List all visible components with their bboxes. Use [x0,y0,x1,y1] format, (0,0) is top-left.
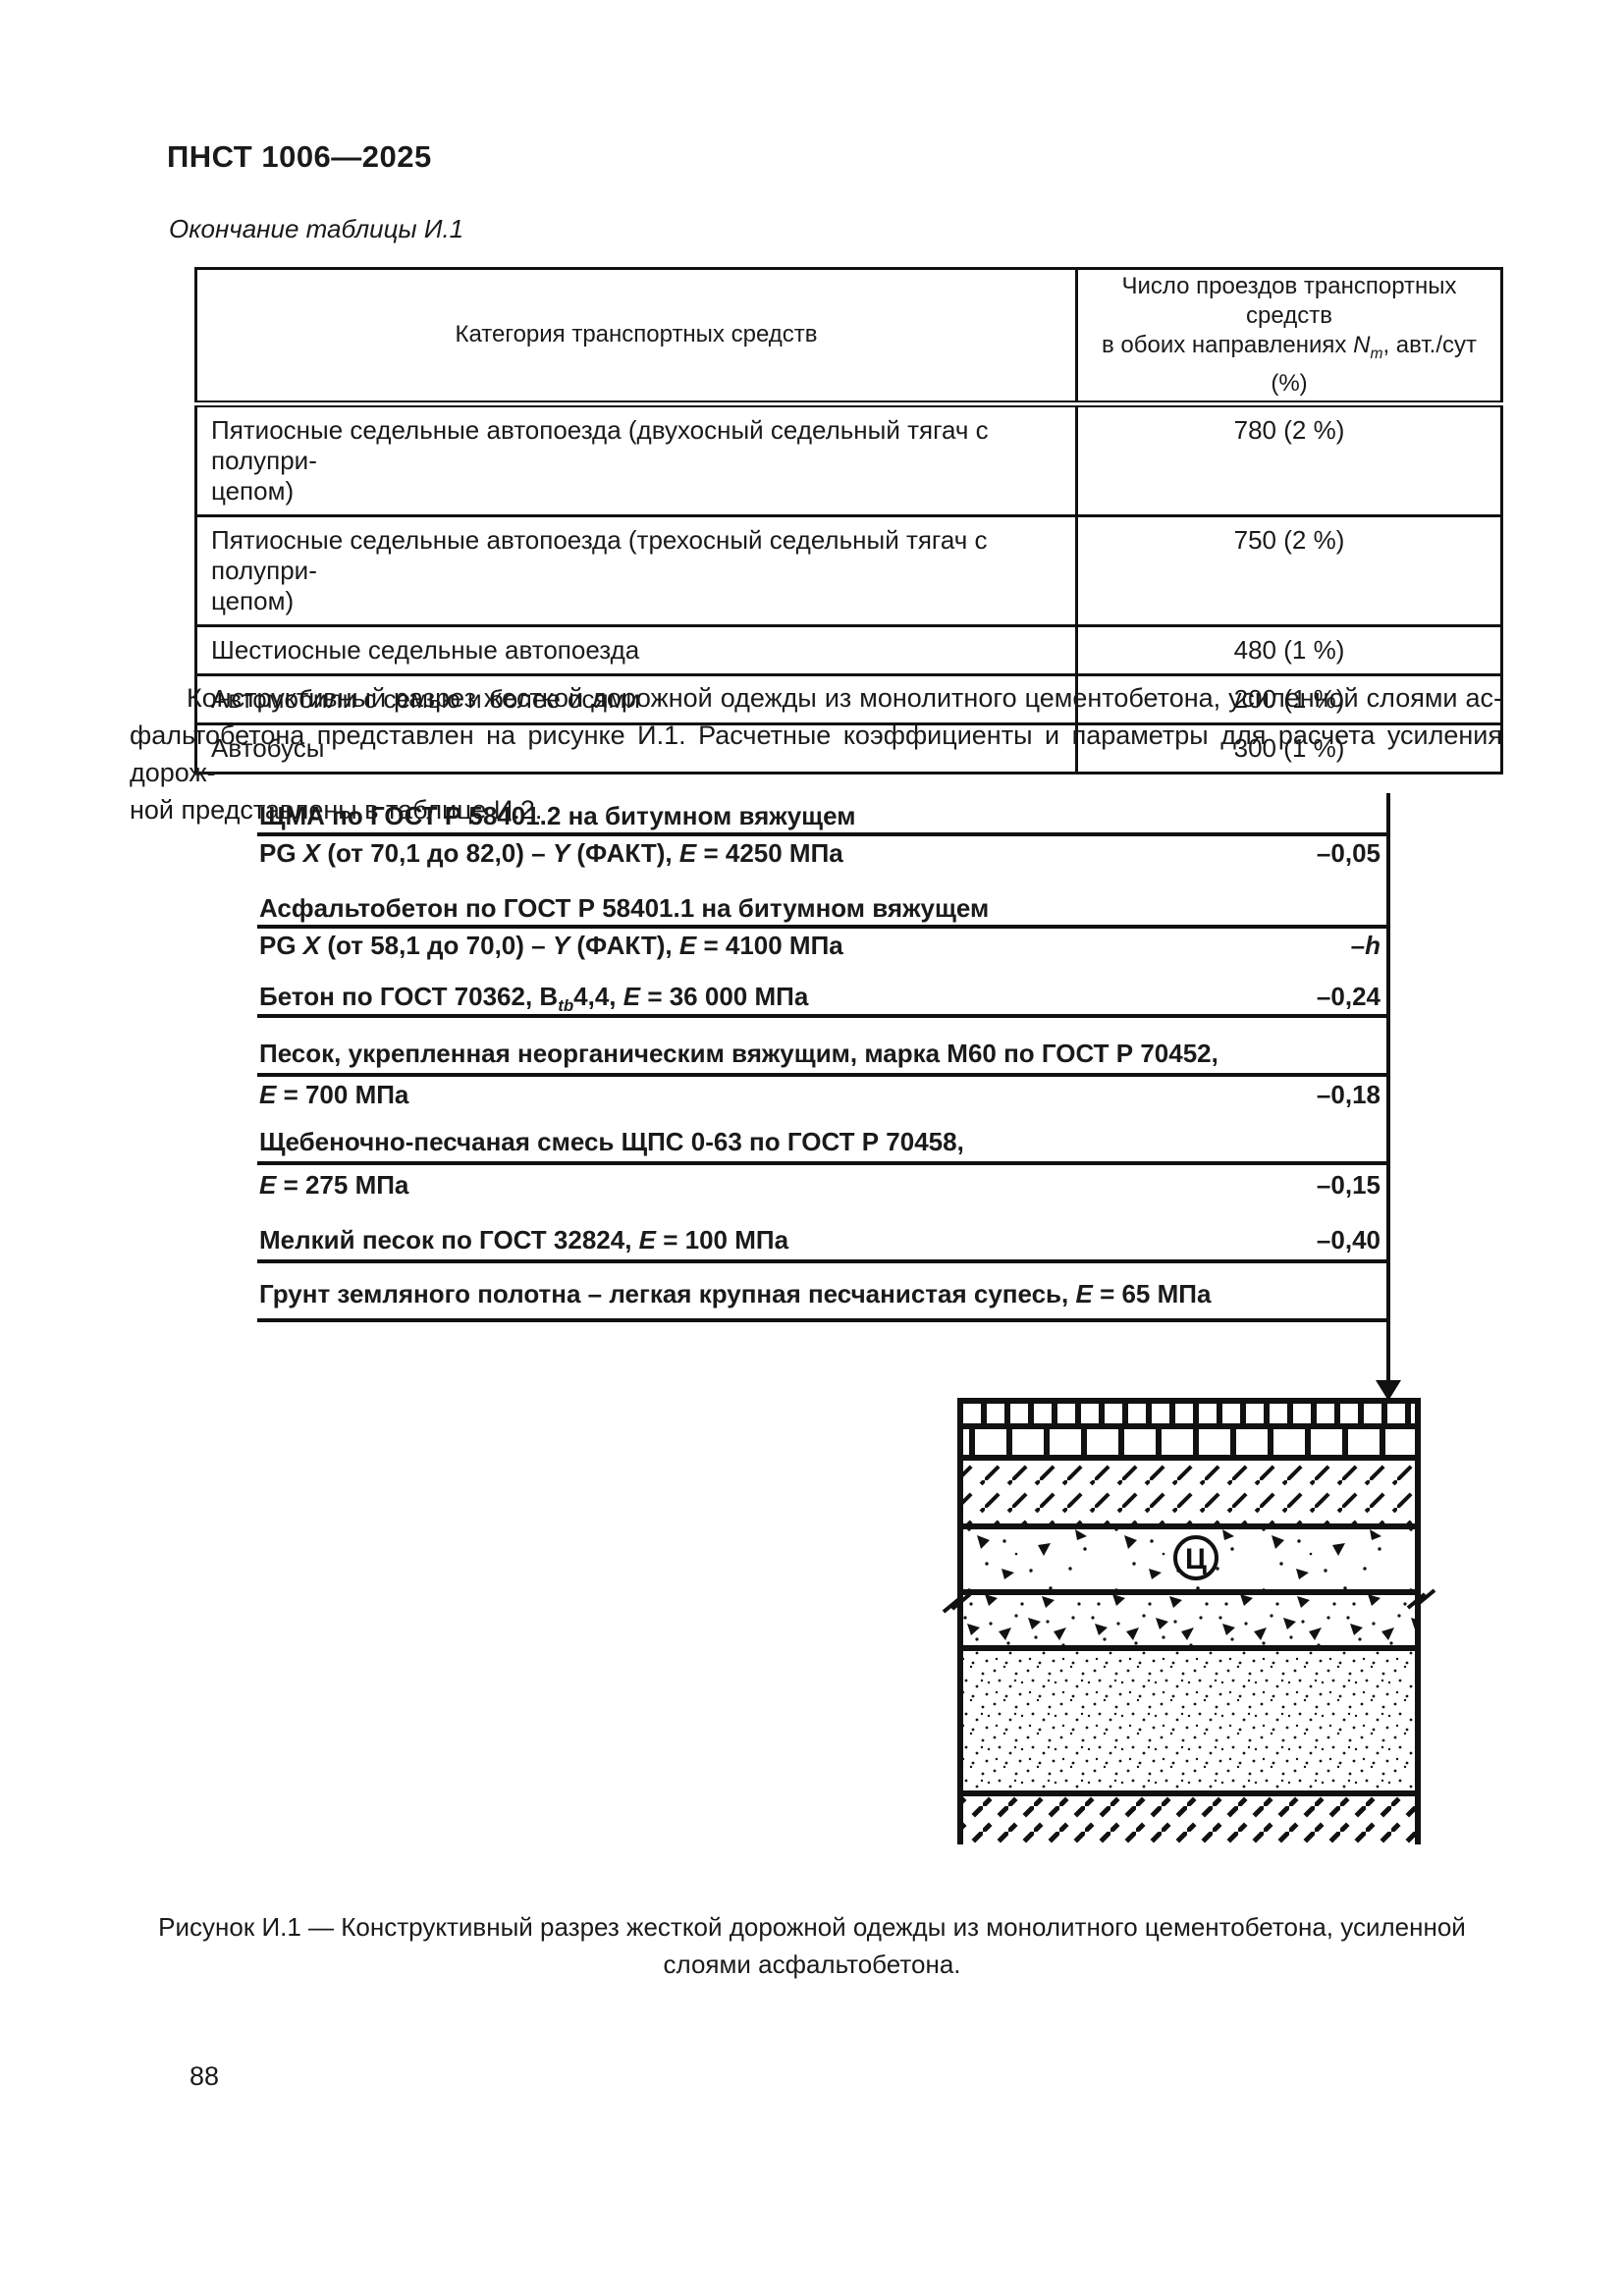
depth-label: –0,15 [1316,1170,1380,1200]
table-header-row: Категория транспортных средств Число про… [194,267,1503,407]
doc-code-header: ПНСТ 1006—2025 [167,139,432,174]
layer-boundary-line [257,1318,1390,1322]
layer-label: ЩМА по ГОСТ Р 58401.2 на битумном вяжуще… [259,801,856,830]
category-cell: Пятиосные седельные автопоезда (двухосны… [194,401,1078,517]
value-cell: 750 (2 %) [1075,513,1503,627]
paragraph-line: фальтобетона представлен на рисунке И.1.… [130,721,1502,787]
layer-boundary-line [257,925,1390,929]
figure-caption-line: слоями асфальтобетона. [663,1949,961,1979]
cross-section-figure: Ц [942,1398,1436,1844]
layer-label: Щебеночно-песчаная смесь ЩПС 0-63 по ГОС… [259,1127,964,1156]
layer-boundary-line [257,1161,1390,1165]
category-cell: Пятиосные седельные автопоезда (трехосны… [194,513,1078,627]
depth-label: –0,18 [1316,1080,1380,1109]
depth-label: –h [1350,931,1380,960]
layer-boundary-line [257,1014,1390,1018]
category-cell: Автомобили с семью и более осями [194,672,1078,725]
table-header-passes: Число проездов транспортных средств в обо… [1075,267,1503,407]
layer-label: Песок, укрепленная неорганическим вяжущи… [259,1039,1218,1068]
sand-layer [957,1651,1421,1796]
figure-caption: Рисунок И.1 — Конструктивный разрез жест… [125,1908,1499,1983]
layer-boundary-line [257,1073,1390,1077]
depth-axis-line [1386,793,1390,1382]
depth-label: –0,40 [1316,1225,1380,1255]
value-cell: 780 (2 %) [1075,401,1503,517]
paragraph-line: Конструктивный разрез жесткой дорожной о… [187,683,1502,713]
ground-layer [957,1796,1421,1844]
cement-symbol-circle [1173,1535,1218,1580]
layer-label: Грунт земляного полотна – легкая крупная… [259,1279,1212,1308]
layer-label: PG X (от 58,1 до 70,0) – Y (ФАКТ), E = 4… [259,931,843,960]
depth-label: –0,24 [1316,982,1380,1011]
intro-paragraph: Конструктивный разрез жесткой дорожной о… [130,679,1502,828]
table-row: Пятиосные седельные автопоезда (двухосны… [194,401,1503,517]
break-mark-right-icon [1406,1588,1436,1610]
layer-boundary-line [257,832,1390,836]
layer-label: Бетон по ГОСТ 70362, Вtb4,4, E = 36 000 … [259,982,809,1016]
cement-symbol: Ц [1185,1543,1207,1575]
category-cell: Автобусы [194,721,1078,774]
value-cell: 480 (1 %) [1075,623,1503,676]
depth-axis-arrow-icon [1376,1380,1401,1401]
figure-caption-line: Рисунок И.1 — Конструктивный разрез жест… [158,1912,1466,1942]
category-cell: Шестиосные седельные автопоезда [194,623,1078,676]
cross-section-svg: Ц [942,1398,1436,1844]
table-row: Автобусы 300 (1 %) [194,721,1503,774]
left-border [957,1398,963,1844]
layer-boundary-line [257,1259,1390,1263]
value-cell: 300 (1 %) [1075,721,1503,774]
layer-label: Асфальтобетон по ГОСТ Р 58401.1 на битум… [259,893,990,923]
table-row: Пятиосные седельные автопоезда (трехосны… [194,513,1503,627]
traffic-table: Категория транспортных средств Число про… [194,267,1503,774]
page-number: 88 [189,2061,220,2091]
right-border [1415,1398,1421,1844]
layer-label: PG X (от 70,1 до 82,0) – Y (ФАКТ), E = 4… [259,838,843,868]
layer-label: Мелкий песок по ГОСТ 32824, E = 100 МПа [259,1225,789,1255]
table-row: Автомобили с семью и более осями 200 (1 … [194,672,1503,725]
break-mark-left-icon [942,1592,972,1614]
layer-diagram: ЩМА по ГОСТ Р 58401.2 на битумном вяжуще… [257,793,1401,1402]
layer-label: E = 275 МПа [259,1170,409,1200]
old-concrete-layer [957,1595,1421,1651]
asphalt-layer [957,1461,1421,1529]
paragraph-line: ной представлены в таблице И.2. [130,795,543,825]
table-continuation-caption: Окончание таблицы И.1 [169,214,464,243]
cement-concrete-layer: Ц [957,1529,1421,1595]
table-header-category: Категория транспортных средств [194,267,1078,407]
layer-label: E = 700 МПа [259,1080,409,1109]
depth-label: –0,05 [1316,838,1380,868]
table-row: Шестиосные седельные автопоезда 480 (1 %… [194,623,1503,676]
paving-layer [957,1398,1421,1461]
value-cell: 200 (1 %) [1075,672,1503,725]
